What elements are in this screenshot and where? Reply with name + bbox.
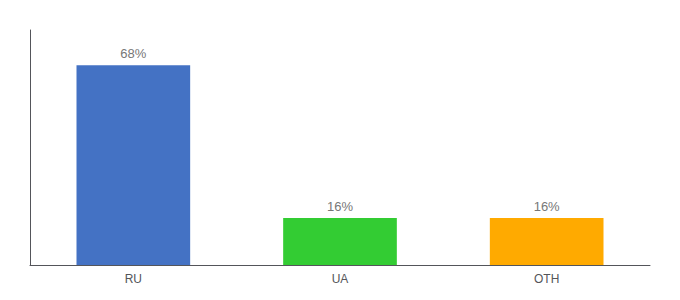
svg-text:UA: UA (332, 272, 349, 286)
svg-text:68%: 68% (120, 46, 146, 61)
svg-text:RU: RU (125, 272, 142, 286)
svg-text:OTH: OTH (534, 272, 559, 286)
svg-text:16%: 16% (327, 199, 353, 214)
svg-text:16%: 16% (534, 199, 560, 214)
